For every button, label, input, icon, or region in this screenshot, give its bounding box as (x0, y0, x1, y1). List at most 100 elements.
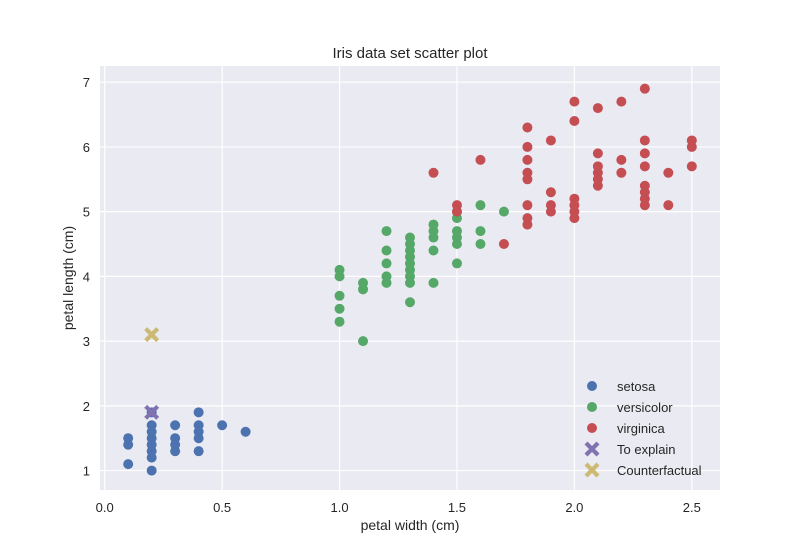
versicolor-point (381, 245, 392, 256)
virginica-point (639, 148, 650, 159)
legend-label: setosa (617, 379, 656, 394)
virginica-point (522, 141, 533, 152)
series-versicolor (334, 200, 509, 347)
legend-item-versicolor: versicolor (587, 400, 673, 415)
versicolor-point (405, 232, 415, 243)
y-axis-label: petal length (cm) (60, 226, 76, 330)
virginica-point (545, 206, 556, 217)
setosa-point (146, 420, 157, 431)
versicolor-point (405, 297, 415, 308)
x-axis-label: petal width (cm) (361, 517, 460, 533)
virginica-point (686, 141, 697, 152)
legend: setosa versicolor virginica To explain Count… (584, 379, 702, 478)
x-tick-label: 0.0 (96, 500, 114, 515)
virginica-point (616, 96, 627, 107)
series-counterfactual (144, 327, 160, 343)
virginica-point (639, 200, 650, 211)
versicolor-point (381, 277, 392, 288)
virginica-point (686, 161, 697, 172)
series-to-explain (144, 404, 160, 420)
y-tick-label: 3 (83, 334, 90, 349)
y-tick-labels: 1 2 3 4 5 6 7 (83, 75, 90, 478)
virginica-point (498, 239, 509, 250)
versicolor-point (428, 245, 439, 256)
legend-marker-setosa (587, 381, 597, 391)
y-tick-label: 7 (83, 75, 90, 90)
virginica-point (522, 122, 533, 133)
virginica-point (522, 167, 533, 178)
legend-label: Counterfactual (617, 463, 702, 478)
virginica-point (592, 180, 603, 191)
virginica-point (663, 167, 674, 178)
setosa-point (193, 446, 204, 457)
counterfactual-marker (144, 327, 160, 343)
setosa-point (193, 407, 204, 418)
virginica-point (545, 187, 556, 198)
legend-item-setosa: setosa (587, 379, 656, 394)
y-tick-label: 4 (83, 269, 90, 284)
legend-item-counterfactual: Counterfactual (584, 462, 702, 478)
x-tick-label: 1.0 (331, 500, 349, 515)
y-tick-label: 2 (83, 399, 90, 414)
x-tick-labels: 0.0 0.5 1.0 1.5 2.0 2.5 (96, 500, 701, 515)
versicolor-point (428, 232, 439, 243)
y-tick-label: 5 (83, 205, 90, 220)
virginica-point (616, 154, 627, 165)
versicolor-point (334, 303, 345, 314)
series-setosa (123, 407, 251, 476)
versicolor-point (475, 200, 486, 211)
virginica-point (545, 135, 556, 146)
versicolor-point (428, 219, 439, 230)
versicolor-point (405, 258, 415, 269)
virginica-point (592, 148, 603, 159)
legend-label: virginica (617, 421, 665, 436)
virginica-point (475, 154, 486, 165)
to-explain-marker (144, 404, 160, 420)
virginica-point (639, 135, 650, 146)
x-tick-label: 2.0 (565, 500, 583, 515)
virginica-point (451, 200, 462, 211)
versicolor-point (451, 226, 462, 237)
legend-label: versicolor (617, 400, 673, 415)
x-tick-label: 2.5 (683, 500, 701, 515)
versicolor-point (358, 284, 369, 295)
virginica-point (663, 200, 674, 211)
virginica-point (569, 96, 580, 107)
y-tick-label: 6 (83, 140, 90, 155)
versicolor-point (381, 226, 392, 237)
setosa-point (123, 459, 134, 470)
versicolor-point (358, 336, 369, 347)
versicolor-point (475, 239, 486, 250)
legend-marker-counterfactual (584, 462, 600, 478)
virginica-point (639, 161, 650, 172)
versicolor-point (334, 316, 345, 327)
setosa-point (170, 420, 181, 431)
series-virginica (428, 83, 697, 250)
virginica-point (639, 83, 650, 94)
virginica-point (428, 167, 439, 178)
versicolor-point (428, 277, 439, 288)
setosa-point (123, 439, 134, 450)
setosa-point (193, 426, 204, 437)
setosa-point (146, 452, 157, 463)
legend-marker-to-explain (584, 441, 600, 457)
legend-marker-virginica (587, 423, 597, 433)
versicolor-point (451, 258, 462, 269)
setosa-point (217, 420, 228, 431)
setosa-point (146, 465, 157, 476)
versicolor-point (381, 258, 392, 269)
virginica-point (616, 167, 627, 178)
legend-marker-versicolor (587, 402, 597, 412)
legend-item-to-explain: To explain (584, 441, 676, 457)
versicolor-point (405, 277, 415, 288)
virginica-point (592, 103, 603, 114)
x-tick-label: 1.5 (448, 500, 466, 515)
chart-title: Iris data set scatter plot (332, 45, 488, 62)
y-tick-label: 1 (83, 464, 90, 479)
virginica-point (569, 213, 580, 224)
versicolor-point (475, 226, 486, 237)
setosa-point (240, 426, 251, 437)
versicolor-point (498, 206, 509, 217)
setosa-point (170, 433, 181, 444)
